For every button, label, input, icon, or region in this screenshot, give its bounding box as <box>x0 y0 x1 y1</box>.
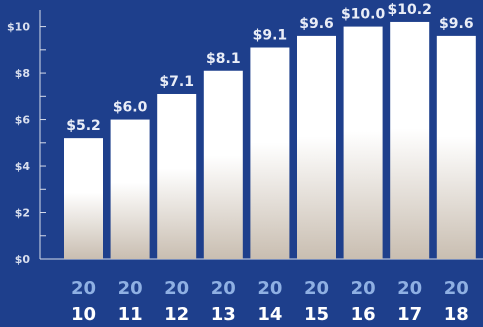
data-label-2012: $7.1 <box>159 74 194 90</box>
bar-2018 <box>436 35 476 260</box>
x-tick-label-bottom: 12 <box>164 304 189 325</box>
y-tick-label: $2 <box>15 207 30 220</box>
data-label-2014: $9.1 <box>253 28 288 44</box>
bar-2013 <box>203 70 243 259</box>
x-tick-label-top: 20 <box>118 278 143 299</box>
data-label-2015: $9.6 <box>299 16 334 32</box>
data-label-2010: $5.2 <box>66 118 101 134</box>
y-tick-label: $8 <box>15 67 30 80</box>
data-label-2016: $10.0 <box>341 7 386 23</box>
x-tick-label-bottom: 11 <box>118 304 143 325</box>
y-tick-label: $6 <box>15 114 31 127</box>
x-tick-label-bottom: 18 <box>444 304 469 325</box>
x-tick-label-bottom: 13 <box>211 304 236 325</box>
x-tick-label-bottom: 17 <box>397 304 422 325</box>
x-tick-label-top: 20 <box>257 278 282 299</box>
bar-2011 <box>110 119 150 259</box>
bars-layer <box>64 21 476 260</box>
bar-2010 <box>64 138 103 259</box>
x-tick-label-top: 20 <box>351 278 376 299</box>
x-tick-label-bottom: 10 <box>71 304 96 325</box>
y-tick-label: $10 <box>7 21 30 34</box>
y-tick-label: $4 <box>15 160 31 173</box>
x-tick-label-top: 20 <box>211 278 236 299</box>
x-tick-label-top: 20 <box>397 278 422 299</box>
x-tick-label-top: 20 <box>71 278 96 299</box>
bar-2017 <box>390 21 430 260</box>
x-tick-label-bottom: 15 <box>304 304 329 325</box>
labels-layer: $5.2 20 10 $6.0 20 11 $7.1 20 12 $8.1 20 13 $9.1 20 14… <box>66 2 473 325</box>
bar-2016 <box>343 26 383 260</box>
bar-2014 <box>250 47 290 259</box>
x-tick-label-top: 20 <box>164 278 189 299</box>
x-tick-label-bottom: 14 <box>257 304 282 325</box>
x-tick-label-bottom: 16 <box>351 304 376 325</box>
bar-2015 <box>297 35 336 260</box>
x-tick-label-top: 20 <box>304 278 329 299</box>
data-label-2018: $9.6 <box>439 16 474 32</box>
bar-2012 <box>157 93 197 259</box>
data-label-2013: $8.1 <box>206 51 241 67</box>
x-tick-label-top: 20 <box>444 278 469 299</box>
y-tick-label: $0 <box>15 253 31 266</box>
data-label-2017: $10.2 <box>388 2 432 18</box>
data-label-2011: $6.0 <box>113 100 148 116</box>
